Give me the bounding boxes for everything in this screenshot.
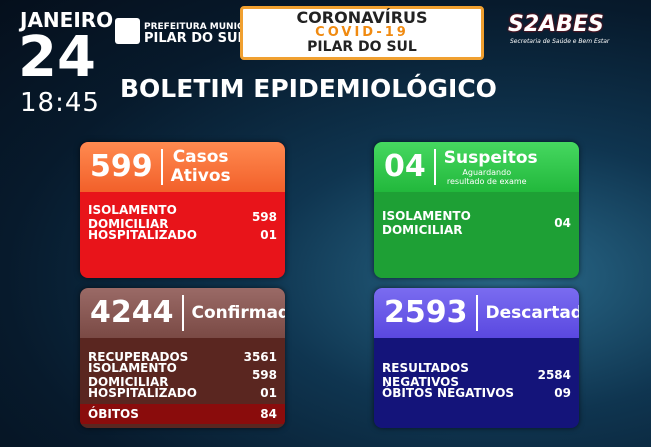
card-count: 2593 — [374, 295, 478, 331]
row-value: 84 — [260, 407, 277, 421]
row-value: 2584 — [537, 368, 571, 382]
card-note: Aguardando resultado de exame — [446, 167, 527, 186]
banner-line3: PILAR DO SUL — [307, 39, 417, 55]
card-row: ISOLAMENTO DOMICILIAR 598 — [80, 203, 285, 231]
row-label: RECUPERADOS — [88, 350, 189, 364]
card-row: RESULTADOS NEGATIVOS 2584 — [374, 361, 579, 389]
banner-line1: CORONAVÍRUS — [296, 8, 428, 27]
card-header: 4244 Confirmados — [80, 288, 285, 338]
banner: CORONAVÍRUS COVID-19 PILAR DO SUL — [240, 6, 484, 60]
card-header: 599 Casos Ativos — [80, 142, 285, 192]
card-row: HOSPITALIZADO 01 — [80, 226, 285, 244]
row-label: RESULTADOS NEGATIVOS — [382, 361, 469, 389]
card-rows: RECUPERADOS 3561 ISOLAMENTO DOMICILIAR 598 H… — [80, 338, 285, 424]
card-row: ÓBITOS NEGATIVOS 09 — [374, 384, 579, 402]
card-label: Casos — [172, 147, 229, 167]
card-row: HOSPITALIZADO 01 — [80, 384, 285, 402]
card-label-group: Casos Ativos — [163, 148, 231, 186]
card: 599 Casos Ativos ISOLAMENTO DOMICILIAR 598 HO… — [80, 142, 285, 278]
card-row: ISOLAMENTO DOMICILIAR 04 — [374, 209, 579, 237]
row-label: ÓBITOS — [88, 407, 139, 421]
card-label: Ativos — [170, 166, 231, 186]
banner-line2: COVID-19 — [315, 25, 409, 40]
card-count: 04 — [374, 149, 436, 185]
row-label: ISOLAMENTO DOMICILIAR — [88, 203, 177, 231]
row-value: 598 — [251, 368, 277, 382]
time: 18:45 — [20, 88, 100, 118]
card-header: 04 Suspeitos Aguardando resultado de exame — [374, 142, 579, 192]
card-label: Suspeitos — [443, 147, 538, 168]
card-label-group: Descartados — [478, 302, 580, 323]
row-label: HOSPITALIZADO — [88, 228, 197, 242]
card-label: Confirmados — [191, 302, 286, 323]
day: 24 — [18, 25, 96, 90]
sabes-subtitle: Secretaria de Saúde e Bem Estar — [510, 38, 610, 45]
card-label-group: Suspeitos Aguardando resultado de exame — [436, 147, 538, 186]
card: 04 Suspeitos Aguardando resultado de exame… — [374, 142, 579, 278]
sabes-logo: S2ABES — [508, 12, 604, 37]
card-count: 4244 — [80, 295, 184, 331]
card-row: ISOLAMENTO DOMICILIAR 598 — [80, 361, 285, 389]
city-logo-line2: PILAR DO SUL — [144, 31, 246, 46]
card-row: RECUPERADOS 3561 — [80, 348, 285, 366]
card-rows: ISOLAMENTO DOMICILIAR 598 HOSPITALIZADO 01 — [80, 192, 285, 244]
city-logo-line1: PREFEITURA MUNICIPAL — [144, 22, 266, 32]
card: 4244ConfirmadosRECUPERADOS3561ISOLAMENTO… — [80, 288, 285, 428]
row-value: 598 — [251, 210, 277, 224]
card-label-group: Confirmados — [184, 302, 286, 323]
row-value: 04 — [554, 216, 571, 230]
card-row: ÓBITOS 84 — [80, 404, 285, 424]
row-value: 01 — [260, 386, 277, 400]
row-label: HOSPITALIZADO — [88, 386, 197, 400]
row-label: ÓBITOS NEGATIVOS — [382, 386, 515, 400]
row-label: ISOLAMENTO DOMICILIAR — [382, 209, 471, 237]
city-crest — [115, 18, 140, 44]
card-rows: ISOLAMENTO DOMICILIAR 04 — [374, 192, 579, 237]
row-label: ISOLAMENTO DOMICILIAR — [88, 361, 177, 389]
card-header: 2593 Descartados — [374, 288, 579, 338]
title: BOLETIM EPIDEMIOLÓGICO — [120, 74, 497, 103]
row-value: 09 — [554, 386, 571, 400]
row-value: 01 — [260, 228, 277, 242]
card: 2593 Descartados RESULTADOS NEGATIVOS 2584 Ó… — [374, 288, 579, 428]
card-rows: RESULTADOS NEGATIVOS 2584 ÓBITOS NEGATIVOS… — [374, 338, 579, 402]
month: JANEIRO — [20, 8, 114, 32]
card-label: Descartados — [485, 302, 580, 323]
card-count: 599 — [80, 149, 163, 185]
row-value: 3561 — [243, 350, 277, 364]
